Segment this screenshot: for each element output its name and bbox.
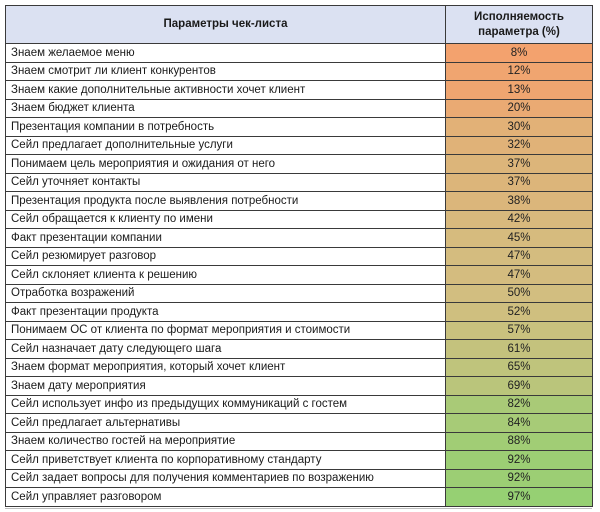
value-cell: 42% — [445, 209, 593, 229]
value-cell: 82% — [445, 394, 593, 414]
column-header-parameters: Параметры чек-листа — [5, 5, 446, 44]
table-row: Знаем дату мероприятия 69% — [5, 376, 593, 396]
value-cell: 65% — [445, 357, 593, 377]
param-cell: Факт презентации продукта — [5, 302, 446, 322]
value-cell: 97% — [445, 487, 593, 507]
table-row: Знаем формат мероприятия, который хочет … — [5, 357, 593, 377]
table-row: Знаем бюджет клиента 20% — [5, 98, 593, 118]
param-cell: Сейл склоняет клиента к решению — [5, 265, 446, 285]
param-cell: Знаем дату мероприятия — [5, 376, 446, 396]
value-cell: 8% — [445, 43, 593, 63]
value-cell: 13% — [445, 80, 593, 100]
param-cell: Знаем какие дополнительные активности хо… — [5, 80, 446, 100]
checklist-table: Параметры чек-листа Исполняемость параме… — [5, 5, 593, 507]
param-cell: Понимаем ОС от клиента по формат меропри… — [5, 320, 446, 340]
table-row: Отработка возражений 50% — [5, 283, 593, 303]
table-row: Знаем желаемое меню 8% — [5, 43, 593, 63]
value-cell: 30% — [445, 117, 593, 137]
table-row: Сейл обращается к клиенту по имени 42% — [5, 209, 593, 229]
param-cell: Сейл задает вопросы для получения коммен… — [5, 468, 446, 488]
param-cell: Сейл резюмирует разговор — [5, 246, 446, 266]
value-cell: 52% — [445, 302, 593, 322]
value-cell: 50% — [445, 283, 593, 303]
value-cell: 61% — [445, 339, 593, 359]
param-cell: Сейл уточняет контакты — [5, 172, 446, 192]
clipped-next-row-edge — [5, 508, 592, 509]
table-row: Факт презентации продукта 52% — [5, 302, 593, 322]
table-row: Сейл управляет разговором 97% — [5, 487, 593, 507]
value-cell: 88% — [445, 431, 593, 451]
value-cell: 20% — [445, 98, 593, 118]
header-row: Параметры чек-листа Исполняемость параме… — [5, 5, 593, 44]
param-cell: Сейл управляет разговором — [5, 487, 446, 507]
table-row: Знаем смотрит ли клиент конкурентов 12% — [5, 61, 593, 81]
param-cell: Сейл использует инфо из предыдущих комму… — [5, 394, 446, 414]
value-cell: 12% — [445, 61, 593, 81]
value-cell: 92% — [445, 450, 593, 470]
table-row: Факт презентации компании 45% — [5, 228, 593, 248]
param-cell: Знаем бюджет клиента — [5, 98, 446, 118]
param-cell: Знаем смотрит ли клиент конкурентов — [5, 61, 446, 81]
table-row: Знаем количество гостей на мероприятие 88… — [5, 431, 593, 451]
value-cell: 37% — [445, 154, 593, 174]
table-row: Сейл склоняет клиента к решению 47% — [5, 265, 593, 285]
param-cell: Знаем желаемое меню — [5, 43, 446, 63]
table-row: Сейл задает вопросы для получения коммен… — [5, 468, 593, 488]
param-cell: Сейл приветствует клиента по корпоративн… — [5, 450, 446, 470]
value-cell: 57% — [445, 320, 593, 340]
param-cell: Отработка возражений — [5, 283, 446, 303]
value-cell: 38% — [445, 191, 593, 211]
param-cell: Знаем количество гостей на мероприятие — [5, 431, 446, 451]
table-row: Понимаем цель мероприятия и ожидания от … — [5, 154, 593, 174]
param-cell: Презентация компании в потребность — [5, 117, 446, 137]
value-cell: 84% — [445, 413, 593, 433]
column-header-execution-rate: Исполняемость параметра (%) — [445, 5, 593, 44]
table-row: Презентация продукта после выявления пот… — [5, 191, 593, 211]
table-row: Сейл использует инфо из предыдущих комму… — [5, 394, 593, 414]
value-cell: 47% — [445, 265, 593, 285]
value-cell: 32% — [445, 135, 593, 155]
table-body: Знаем желаемое меню 8% Знаем смотрит ли кл… — [5, 43, 593, 507]
value-cell: 47% — [445, 246, 593, 266]
param-cell: Презентация продукта после выявления пот… — [5, 191, 446, 211]
table-row: Сейл приветствует клиента по корпоративн… — [5, 450, 593, 470]
table-row: Сейл назначает дату следующего шага 61% — [5, 339, 593, 359]
value-cell: 92% — [445, 468, 593, 488]
value-cell: 37% — [445, 172, 593, 192]
param-cell: Сейл назначает дату следующего шага — [5, 339, 446, 359]
param-cell: Понимаем цель мероприятия и ожидания от … — [5, 154, 446, 174]
param-cell: Сейл обращается к клиенту по имени — [5, 209, 446, 229]
table-row: Презентация компании в потребность 30% — [5, 117, 593, 137]
table-row: Сейл предлагает дополнительные услуги 32% — [5, 135, 593, 155]
param-cell: Знаем формат мероприятия, который хочет … — [5, 357, 446, 377]
table-row: Знаем какие дополнительные активности хо… — [5, 80, 593, 100]
table-row: Понимаем ОС от клиента по формат меропри… — [5, 320, 593, 340]
param-cell: Сейл предлагает дополнительные услуги — [5, 135, 446, 155]
param-cell: Сейл предлагает альтернативы — [5, 413, 446, 433]
table-row: Сейл резюмирует разговор 47% — [5, 246, 593, 266]
param-cell: Факт презентации компании — [5, 228, 446, 248]
value-cell: 69% — [445, 376, 593, 396]
value-cell: 45% — [445, 228, 593, 248]
table-row: Сейл предлагает альтернативы 84% — [5, 413, 593, 433]
table-row: Сейл уточняет контакты 37% — [5, 172, 593, 192]
